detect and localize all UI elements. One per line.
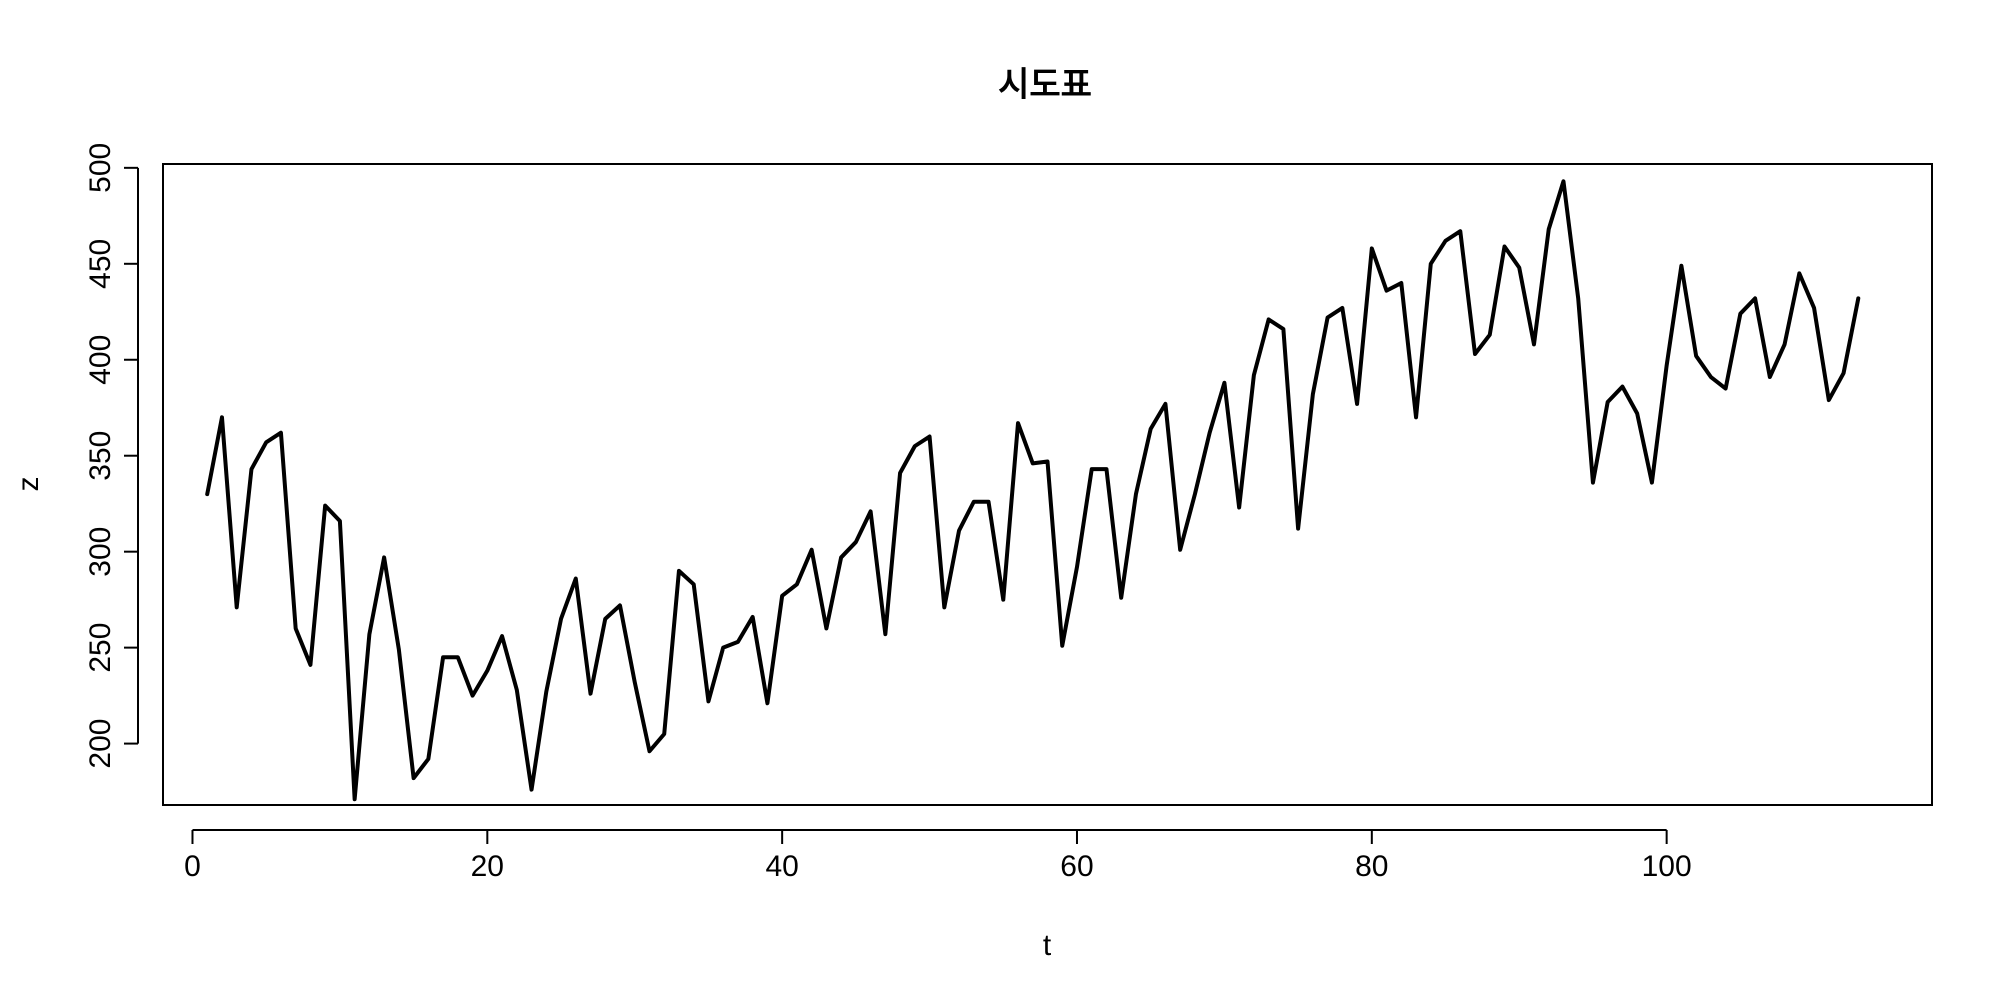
- series-line: [205, 179, 1861, 802]
- x-tick-label: 20: [471, 850, 504, 883]
- y-tick-label: 300: [84, 527, 117, 577]
- x-tick-label: 0: [184, 850, 201, 883]
- x-tick-label: 40: [765, 850, 798, 883]
- x-tick-label: 80: [1355, 850, 1388, 883]
- x-axis-label: t: [1043, 929, 1052, 962]
- x-axis: 0 20 40 60 80 100: [184, 829, 1692, 883]
- plot-area-frame: [162, 163, 1933, 806]
- y-tick-label: 500: [84, 143, 117, 193]
- chart-title: 시도표: [998, 65, 1092, 105]
- x-tick-label: 100: [1642, 850, 1692, 883]
- x-tick-label: 60: [1060, 850, 1093, 883]
- y-axis: 200 250 300 350 400 450 500: [84, 143, 139, 769]
- y-tick-label: 350: [84, 431, 117, 481]
- y-tick-label: 400: [84, 335, 117, 385]
- y-tick-label: 450: [84, 239, 117, 289]
- y-tick-label: 200: [84, 719, 117, 769]
- y-tick-label: 250: [84, 623, 117, 673]
- data-points: [205, 179, 1860, 801]
- y-axis-label: z: [12, 477, 45, 492]
